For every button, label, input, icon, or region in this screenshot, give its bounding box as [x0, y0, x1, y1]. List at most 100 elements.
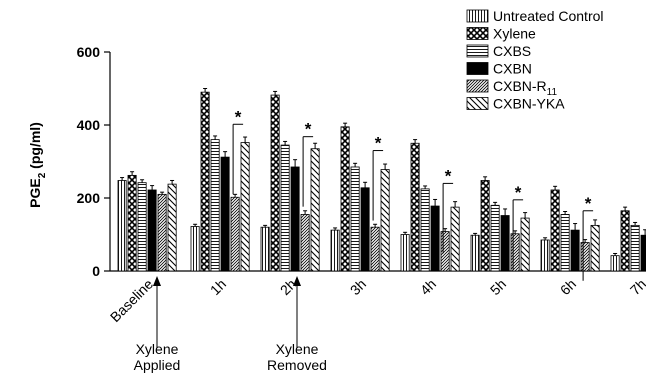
bar: [350, 166, 360, 272]
legend-label: CXBN-YKA: [493, 96, 565, 112]
bar: [520, 217, 530, 272]
bar: [630, 224, 640, 272]
significance-markers: *******: [232, 107, 594, 281]
x-tick-label: 7h: [627, 276, 646, 298]
bar: [470, 234, 480, 272]
annotation-arrowhead-removed: [293, 276, 301, 286]
y-tick-label: 200: [77, 190, 101, 206]
y-axis-title: PGE2 (pg/ml): [27, 122, 48, 208]
significance-star: *: [445, 166, 452, 185]
bar: [200, 91, 210, 272]
bar: [260, 226, 270, 272]
bar-groups: [117, 91, 646, 272]
bar: [430, 205, 440, 272]
x-tick-label: 4h: [417, 276, 439, 298]
y-axis-ticks: 0 200 400 600: [77, 44, 110, 279]
bar: [190, 226, 200, 272]
annotation-label-applied-1: Xylene: [136, 341, 179, 357]
x-tick-label: 6h: [557, 276, 579, 298]
annotation-label-removed-1: Xylene: [276, 341, 319, 357]
legend-label: Untreated Control: [493, 8, 604, 24]
significance-4h: *: [442, 166, 454, 254]
bar: [157, 193, 167, 272]
legend-item: CXBN-R11: [466, 78, 557, 98]
bar: [560, 214, 570, 272]
bar-group-5h: [470, 180, 530, 272]
legend-swatch: [466, 9, 489, 23]
legend-swatch: [466, 62, 489, 75]
bar: [300, 214, 310, 272]
y-tick-label: 400: [77, 117, 101, 133]
bar: [137, 182, 147, 272]
bar: [330, 229, 340, 272]
significance-star: *: [585, 194, 592, 213]
bar: [550, 189, 560, 272]
bar: [440, 231, 450, 272]
bar: [590, 224, 600, 272]
bar: [280, 144, 290, 272]
legend-swatch: [466, 44, 489, 58]
x-tick-label: 5h: [487, 276, 509, 298]
bar: [510, 233, 520, 272]
bar: [127, 174, 137, 272]
bar: [420, 188, 430, 272]
legend-item: CXBS: [466, 43, 531, 59]
significance-3h: *: [372, 134, 384, 221]
bar: [450, 206, 460, 272]
bar: [340, 126, 350, 272]
bar: [580, 242, 590, 272]
legend-swatch: [466, 27, 489, 40]
bar: [500, 215, 510, 272]
bar: [310, 148, 320, 272]
y-tick-label: 0: [92, 263, 100, 279]
y-tick-label: 600: [77, 44, 101, 60]
significance-5h: *: [512, 183, 524, 270]
bar: [270, 94, 280, 272]
bar: [540, 239, 550, 272]
x-tick-label: 3h: [347, 276, 369, 298]
legend-label: CXBN-R11: [493, 78, 557, 98]
significance-star: *: [235, 107, 242, 126]
bar-group-baseline: [117, 174, 177, 272]
legend-swatch: [466, 79, 489, 93]
bar: [570, 229, 580, 272]
bar: [290, 166, 300, 272]
annotation-arrowhead-applied: [153, 276, 161, 286]
bar: [220, 156, 230, 272]
bar: [230, 196, 240, 272]
bar: [360, 187, 370, 272]
bar: [117, 180, 127, 272]
annotation-xylene-applied: Xylene Applied: [134, 276, 181, 373]
legend-label: CXBS: [493, 43, 531, 59]
significance-star: *: [515, 183, 522, 202]
bar: [167, 183, 177, 272]
bar: [610, 255, 620, 272]
bar: [620, 210, 630, 272]
bar: [240, 142, 250, 272]
bar: [147, 189, 157, 272]
x-tick-label: Baseline: [107, 276, 156, 325]
bar: [370, 226, 380, 272]
bar: [410, 142, 420, 272]
legend-item: CXBN-YKA: [466, 96, 565, 112]
annotation-label-applied-2: Applied: [134, 357, 181, 373]
bar: [380, 169, 390, 272]
bar: [640, 234, 646, 272]
legend-label: Xylene: [493, 26, 536, 42]
significance-2h: *: [302, 120, 314, 207]
significance-star: *: [305, 120, 312, 139]
legend-item: Untreated Control: [466, 8, 604, 24]
legend-item: CXBN: [466, 61, 532, 77]
bar: [480, 180, 490, 272]
significance-6h: *: [582, 194, 594, 281]
error-bars: [120, 88, 646, 256]
x-tick-label: 1h: [207, 276, 229, 298]
annotation-label-removed-2: Removed: [267, 357, 327, 373]
legend-item: Xylene: [466, 26, 536, 42]
significance-1h: *: [232, 107, 244, 195]
legend-swatch: [466, 97, 489, 110]
significance-star: *: [375, 134, 382, 153]
